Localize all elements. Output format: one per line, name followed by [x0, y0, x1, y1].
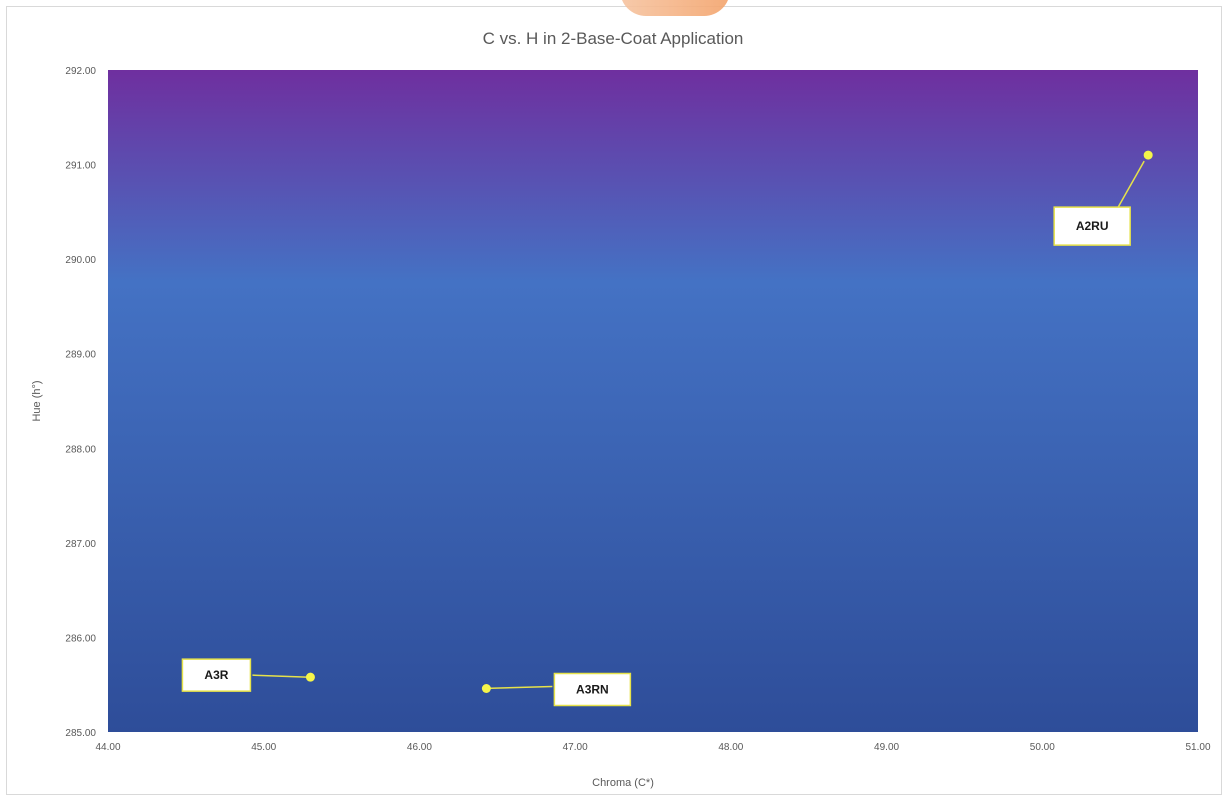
- y-tick-label: 287.00: [65, 539, 96, 550]
- x-tick-label: 47.00: [563, 742, 588, 753]
- x-tick-label: 48.00: [718, 742, 743, 753]
- data-point: [481, 683, 491, 693]
- y-tick-label: 291.00: [65, 161, 96, 172]
- data-point-group: A3R: [181, 658, 315, 692]
- data-label: A3R: [204, 668, 228, 682]
- y-tick-label: 288.00: [65, 444, 96, 455]
- x-tick-label: 44.00: [95, 742, 120, 753]
- decorative-shape: [620, 0, 730, 16]
- x-tick-label: 50.00: [1030, 742, 1055, 753]
- x-tick-label: 51.00: [1185, 742, 1210, 753]
- x-tick-label: 49.00: [874, 742, 899, 753]
- x-tick-label: 46.00: [407, 742, 432, 753]
- data-point-group: A3RN: [481, 672, 632, 707]
- data-label-box: [181, 658, 252, 692]
- y-axis-ticks: 285.00 286.00 287.00 288.00 289.00 290.00 291.…: [65, 66, 96, 739]
- x-tick-label: 45.00: [251, 742, 276, 753]
- y-tick-label: 292.00: [65, 66, 96, 77]
- data-label: A2RU: [1076, 219, 1109, 233]
- plot-area: [108, 70, 1198, 732]
- leader-line: [482, 685, 553, 690]
- x-axis-ticks: 44.00 45.00 46.00 47.00 48.00 49.00 50.00 51.00: [95, 742, 1210, 753]
- x-axis-label: Chroma (C*): [592, 777, 654, 789]
- data-points: A3R A3RN A2RU: [181, 150, 1153, 707]
- data-label: A3RN: [576, 682, 609, 696]
- chart-title: C vs. H in 2-Base-Coat Application: [483, 29, 744, 48]
- data-point: [1143, 150, 1153, 160]
- data-point-group: A2RU: [1053, 150, 1153, 246]
- leader-line: [1117, 160, 1145, 208]
- y-tick-label: 289.00: [65, 350, 96, 361]
- data-label-box: [1053, 206, 1131, 246]
- leader-line: [252, 674, 307, 678]
- y-tick-label: 285.00: [65, 728, 96, 739]
- data-label-box: [553, 672, 632, 707]
- y-axis-label: Hue (h°): [31, 380, 43, 421]
- y-tick-label: 286.00: [65, 633, 96, 644]
- data-point: [305, 672, 315, 682]
- y-tick-label: 290.00: [65, 255, 96, 266]
